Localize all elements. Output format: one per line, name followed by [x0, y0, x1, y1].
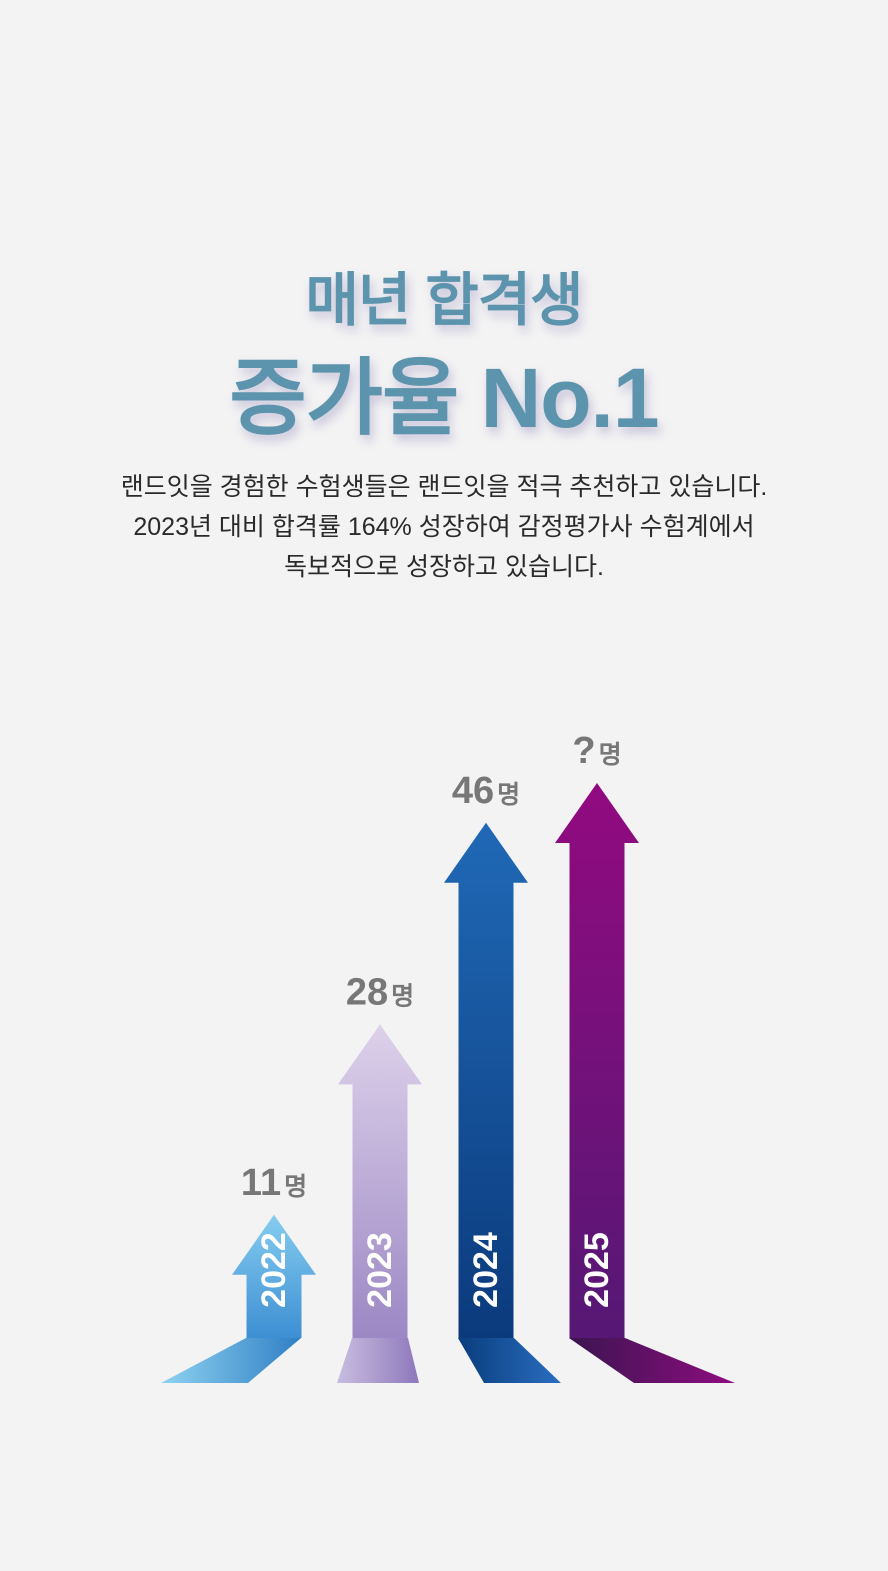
- arrow-base-2024: [458, 1338, 561, 1383]
- description-line-2: 2023년 대비 합격률 164% 성장하여 감정평가사 수험계에서: [133, 513, 755, 541]
- count-label-2025: ? 명: [572, 730, 621, 772]
- arrow-bar-2023: [338, 1024, 422, 1338]
- count-value: 28: [346, 971, 388, 1013]
- arrow-bar-2022: [232, 1214, 316, 1338]
- count-unit: 명: [497, 781, 520, 809]
- year-label-2025: 2025: [578, 1232, 616, 1308]
- arrow-base-2023: [337, 1338, 419, 1383]
- count-label-2022: 11 명: [241, 1162, 307, 1204]
- count-value: ?: [572, 730, 595, 772]
- year-label-2022: 2022: [255, 1232, 293, 1308]
- count-unit: 명: [391, 982, 414, 1010]
- count-unit: 명: [599, 741, 622, 769]
- description-line-3: 독보적으로 성장하고 있습니다.: [284, 553, 604, 581]
- arrow-bar-2025: [555, 783, 639, 1338]
- headline-line-1: 매년 합격생: [305, 268, 584, 333]
- arrow-base-2025: [569, 1338, 735, 1383]
- count-unit: 명: [284, 1173, 307, 1201]
- headline-line-2: 증가율 No.1: [229, 351, 659, 445]
- count-label-2024: 46 명: [452, 770, 520, 812]
- year-label-2024: 2024: [467, 1232, 505, 1308]
- count-value: 46: [452, 770, 494, 812]
- arrow-base-2022: [161, 1338, 301, 1383]
- count-label-2023: 28 명: [346, 971, 414, 1013]
- count-value: 11: [241, 1162, 281, 1204]
- year-label-2023: 2023: [361, 1232, 399, 1308]
- arrow-bar-2024: [444, 822, 528, 1338]
- description-line-1: 랜드잇을 경험한 수험생들은 랜드잇을 적극 추천하고 있습니다.: [120, 473, 768, 501]
